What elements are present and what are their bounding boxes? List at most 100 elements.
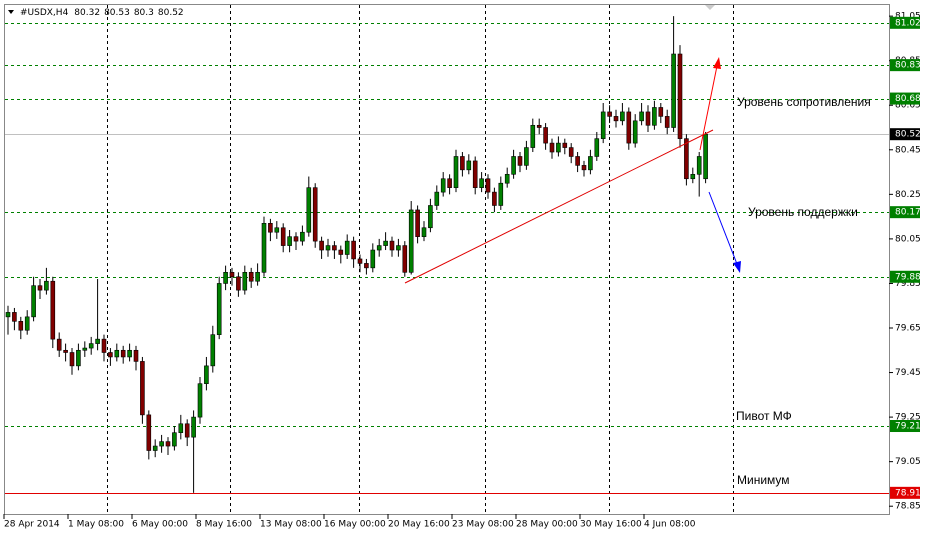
annotation: Уровень сопротивления — [737, 95, 871, 109]
candle-body — [37, 285, 43, 291]
level-label: 81.02 — [895, 18, 921, 28]
candle-body — [639, 111, 644, 122]
candle-body — [146, 414, 152, 451]
candle-body — [95, 338, 100, 344]
candle-body — [114, 349, 120, 358]
candle-body — [152, 445, 158, 451]
candle-body — [632, 120, 638, 144]
candle-body — [120, 349, 126, 358]
current-label-bg — [890, 128, 920, 141]
candle-body — [549, 142, 555, 153]
x-tick-label: 30 May 16:00 — [580, 520, 642, 530]
candle-body — [690, 173, 696, 180]
candle-body — [607, 111, 612, 117]
candle-body — [133, 349, 139, 362]
candle-body — [556, 142, 561, 153]
candle-body — [581, 165, 587, 171]
header: #USDX,H4 80.32 80.53 80.3 80.52 — [20, 8, 184, 18]
y-tick-label: 79.65 — [895, 323, 921, 333]
candle-body — [626, 111, 632, 144]
candle-body — [696, 156, 702, 175]
candle-body — [88, 343, 94, 349]
symbol: #USDX,H4 — [20, 8, 69, 18]
candle-body — [383, 240, 388, 246]
x-tick-label: 8 May 16:00 — [196, 520, 252, 530]
candle-body — [364, 263, 369, 269]
candle-body — [620, 111, 625, 122]
candle-body — [242, 272, 248, 291]
candle-body — [434, 191, 440, 206]
level-label-bg — [890, 270, 920, 283]
trendline — [404, 129, 714, 284]
level-label: 80.68 — [895, 94, 921, 104]
candle-body — [440, 178, 446, 193]
high: 80.53 — [104, 8, 130, 18]
candle-body — [588, 156, 593, 171]
candle-body — [600, 111, 606, 139]
candle-body — [530, 124, 536, 148]
candle-body — [408, 209, 414, 273]
candle-body — [466, 160, 472, 171]
candle-body — [479, 178, 484, 188]
candle-body — [338, 249, 344, 255]
menu-icon — [8, 10, 14, 14]
candle-body — [453, 156, 459, 188]
candle-body — [210, 334, 216, 367]
candle-body — [287, 236, 292, 246]
y-tick-label: 80.65 — [895, 101, 921, 111]
candle-body — [12, 312, 17, 322]
x-tick-label: 4 Jun 08:00 — [644, 520, 696, 530]
candle-body — [172, 432, 177, 447]
candle-body — [69, 352, 75, 367]
candle-body — [415, 209, 420, 237]
candle-body — [376, 245, 382, 251]
candle-body — [261, 223, 267, 273]
candle-body — [204, 365, 209, 384]
candle-body — [223, 272, 228, 284]
y-tick-label: 79.85 — [895, 279, 921, 289]
candle-body — [63, 349, 68, 353]
level-label-bg — [890, 16, 920, 29]
candle-body — [351, 240, 356, 260]
candle-body — [613, 116, 619, 122]
candle-body — [370, 249, 376, 269]
candle-body — [447, 178, 452, 188]
candle-body — [184, 423, 190, 438]
candle-body — [536, 124, 542, 128]
candle-body — [703, 133, 708, 180]
candle-body — [492, 191, 497, 206]
candle-body — [677, 53, 683, 139]
candle-body — [293, 236, 299, 242]
candle-body — [389, 240, 395, 251]
close: 80.52 — [158, 8, 184, 18]
y-tick-label: 81.05 — [895, 12, 921, 22]
annotation: Уровень поддержки — [748, 205, 858, 219]
candle-body — [216, 283, 222, 335]
candle-body — [562, 142, 568, 148]
candle-body — [159, 441, 164, 447]
x-tick-label: 28 May 00:00 — [516, 520, 578, 530]
arrow-up — [699, 65, 718, 151]
candle-body — [140, 361, 145, 416]
candle-body — [76, 349, 81, 367]
candle-body — [504, 173, 510, 184]
candle-body — [671, 53, 676, 128]
y-tick-label: 80.25 — [895, 190, 921, 200]
candle-body — [684, 138, 689, 180]
candle-body — [332, 245, 337, 251]
y-tick-label: 79.05 — [895, 457, 921, 467]
level-label: 79.21 — [895, 422, 921, 432]
candles — [5, 16, 708, 493]
candle-body — [255, 272, 260, 282]
candle-body — [575, 156, 580, 166]
level-label: 80.83 — [895, 61, 921, 71]
x-tick-label: 13 May 08:00 — [260, 520, 322, 530]
open: 80.32 — [74, 8, 100, 18]
candle-body — [268, 223, 273, 233]
candle-body — [517, 156, 523, 166]
candle-body — [165, 441, 171, 447]
candle-body — [460, 156, 465, 171]
candle-body — [664, 116, 670, 128]
low: 80.3 — [134, 8, 154, 18]
